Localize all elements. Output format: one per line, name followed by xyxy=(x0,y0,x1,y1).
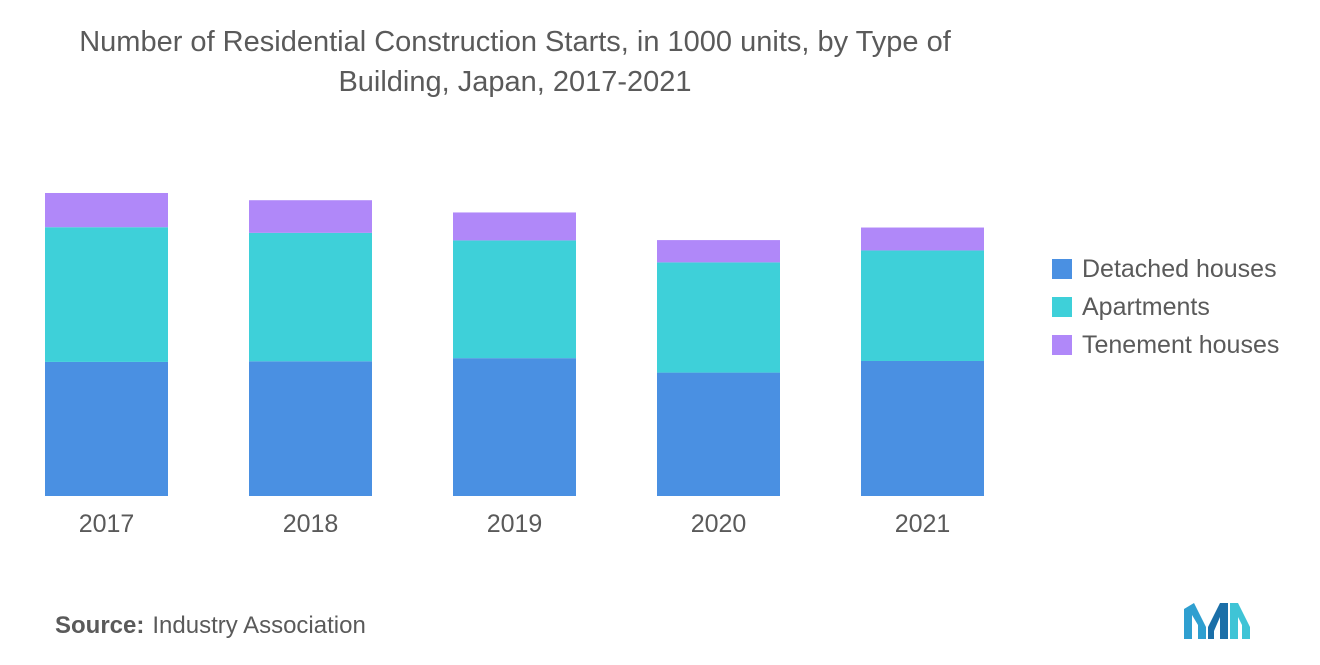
bar-detached-houses-2021 xyxy=(861,360,984,496)
bar-apartments-2017 xyxy=(45,227,168,362)
bar-tenement-houses-2019 xyxy=(453,212,576,241)
x-axis-ticks: 2017 2018 2019 2020 2021 xyxy=(79,510,951,538)
bar-apartments-2019 xyxy=(453,240,576,359)
bars-group xyxy=(45,192,984,496)
x-tick-label-2021: 2021 xyxy=(895,510,951,538)
bar-detached-houses-2018 xyxy=(249,361,372,496)
bar-apartments-2018 xyxy=(249,232,372,362)
source-note: Source: Industry Association xyxy=(55,612,366,640)
legend-item-tenement-houses: Tenement houses xyxy=(1052,326,1279,364)
legend-swatch-apartments xyxy=(1052,297,1072,317)
bar-detached-houses-2020 xyxy=(657,372,780,496)
legend: Detached houses Apartments Tenement hous… xyxy=(1052,250,1279,364)
legend-label-tenement-houses: Tenement houses xyxy=(1082,330,1280,359)
bar-tenement-houses-2021 xyxy=(861,227,984,251)
source-label: Source: xyxy=(55,612,145,639)
x-tick-label-2020: 2020 xyxy=(691,510,747,538)
mordor-logo-icon xyxy=(1184,603,1250,639)
legend-label-apartments: Apartments xyxy=(1082,292,1210,321)
legend-label-detached-houses: Detached houses xyxy=(1082,254,1277,283)
legend-item-apartments: Apartments xyxy=(1052,288,1279,326)
bar-apartments-2020 xyxy=(657,262,780,373)
bar-detached-houses-2017 xyxy=(45,361,168,496)
x-tick-label-2019: 2019 xyxy=(487,510,543,538)
legend-swatch-detached-houses xyxy=(1052,259,1072,279)
x-tick-label-2017: 2017 xyxy=(79,510,135,538)
source-text: Industry Association xyxy=(152,612,366,639)
chart-title: Number of Residential Construction Start… xyxy=(79,26,951,98)
bar-tenement-houses-2018 xyxy=(249,200,372,233)
bar-detached-houses-2019 xyxy=(453,358,576,496)
bar-tenement-houses-2020 xyxy=(657,240,780,263)
bar-tenement-houses-2017 xyxy=(45,192,168,228)
legend-item-detached-houses: Detached houses xyxy=(1052,250,1279,288)
x-tick-label-2018: 2018 xyxy=(283,510,339,538)
bar-apartments-2021 xyxy=(861,250,984,361)
legend-swatch-tenement-houses xyxy=(1052,335,1072,355)
